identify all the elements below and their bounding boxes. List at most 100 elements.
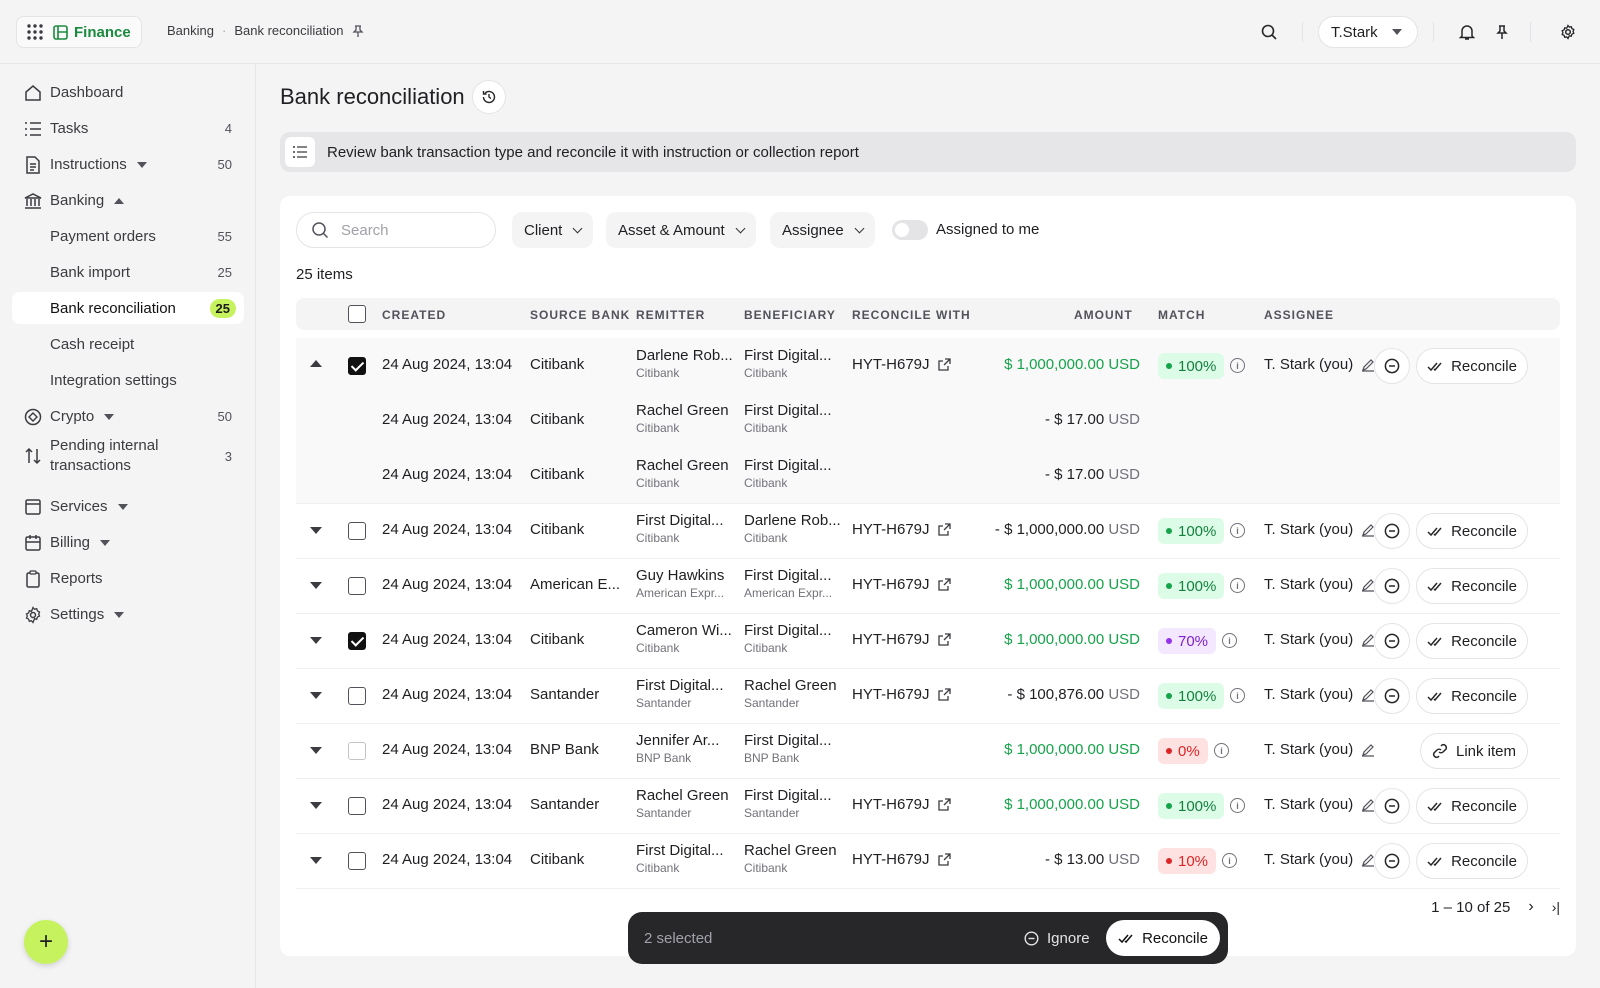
info-icon[interactable]: i <box>1230 798 1245 813</box>
sidebar-item-services[interactable]: Services <box>12 490 244 522</box>
assignee-filter[interactable]: Assignee <box>770 212 875 248</box>
ignore-button[interactable] <box>1374 678 1410 714</box>
expand-row-icon[interactable] <box>310 857 322 864</box>
sidebar-item-settings[interactable]: Settings <box>12 598 244 630</box>
reconcile-button[interactable]: Reconcile <box>1416 623 1528 659</box>
reconcile-with-link[interactable]: HYT-H679J <box>852 686 951 703</box>
table-subrow[interactable]: 24 Aug 2024, 13:04 Citibank Rachel Green Ci… <box>296 448 1560 504</box>
table-row[interactable]: 24 Aug 2024, 13:04 American E... Guy Hawki… <box>296 558 1560 614</box>
reconcile-button[interactable]: Reconcile <box>1416 843 1528 879</box>
sidebar-item-pending-internal-transactions[interactable]: Pending internal transactions 3 <box>12 436 244 476</box>
collapse-row-icon[interactable] <box>310 360 322 367</box>
expand-row-icon[interactable] <box>310 692 322 699</box>
reconcile-button[interactable]: Reconcile <box>1416 678 1528 714</box>
column-match[interactable]: MATCH <box>1158 308 1206 322</box>
apps-grid-icon[interactable] <box>17 23 53 41</box>
row-checkbox[interactable] <box>348 687 366 705</box>
sidebar-item-dashboard[interactable]: Dashboard <box>12 76 244 108</box>
row-checkbox[interactable] <box>348 522 366 540</box>
info-icon[interactable]: i <box>1230 523 1245 538</box>
column-remitter[interactable]: REMITTER <box>636 308 706 322</box>
column-source-bank[interactable]: SOURCE BANK <box>530 308 631 322</box>
info-icon[interactable]: i <box>1230 578 1245 593</box>
edit-icon[interactable] <box>1361 853 1375 867</box>
column-assignee[interactable]: ASSIGNEE <box>1264 308 1335 322</box>
search-icon[interactable] <box>1255 18 1283 46</box>
table-subrow[interactable]: 24 Aug 2024, 13:04 Citibank Rachel Green Ci… <box>296 393 1560 449</box>
select-all-checkbox[interactable] <box>348 305 366 323</box>
ignore-button[interactable] <box>1374 623 1410 659</box>
column-amount[interactable]: AMOUNT <box>1074 308 1133 322</box>
sidebar-item-billing[interactable]: Billing <box>12 526 244 558</box>
column-beneficiary[interactable]: BENEFICIARY <box>744 308 836 322</box>
reconcile-with-link[interactable]: HYT-H679J <box>852 576 951 593</box>
expand-row-icon[interactable] <box>310 802 322 809</box>
sidebar-item-cash-receipt[interactable]: Cash receipt <box>12 328 244 360</box>
table-row[interactable]: 24 Aug 2024, 13:04 Santander Rachel Green S… <box>296 778 1560 834</box>
row-checkbox[interactable] <box>348 632 366 650</box>
history-button[interactable] <box>472 80 506 114</box>
reconcile-with-link[interactable]: HYT-H679J <box>852 851 951 868</box>
reconcile-with-link[interactable]: HYT-H679J <box>852 631 951 648</box>
ignore-button[interactable] <box>1374 788 1410 824</box>
reconcile-button[interactable]: Reconcile <box>1416 568 1528 604</box>
gear-icon[interactable] <box>1554 18 1582 46</box>
user-menu[interactable]: T.Stark <box>1318 16 1418 48</box>
info-icon[interactable]: i <box>1214 743 1229 758</box>
row-checkbox[interactable] <box>348 357 366 375</box>
info-icon[interactable]: i <box>1222 853 1237 868</box>
row-checkbox[interactable] <box>348 742 366 760</box>
asset-amount-filter[interactable]: Asset & Amount <box>606 212 756 248</box>
bulk-ignore-button[interactable]: Ignore <box>1024 912 1090 964</box>
reconcile-with-link[interactable]: HYT-H679J <box>852 796 951 813</box>
edit-icon[interactable] <box>1361 688 1375 702</box>
column-reconcile-with[interactable]: RECONCILE WITH <box>852 308 971 322</box>
add-button[interactable]: + <box>24 920 68 964</box>
reconcile-with-link[interactable]: HYT-H679J <box>852 356 951 373</box>
table-row[interactable]: 24 Aug 2024, 13:04 Santander First Digital… <box>296 668 1560 724</box>
expand-row-icon[interactable] <box>310 747 322 754</box>
link-item-button[interactable]: Link item <box>1420 733 1528 769</box>
reconcile-button[interactable]: Reconcile <box>1416 348 1528 384</box>
sidebar-item-crypto[interactable]: Crypto 50 <box>12 400 244 432</box>
edit-icon[interactable] <box>1361 798 1375 812</box>
pin-icon[interactable] <box>351 24 365 38</box>
bulk-reconcile-button[interactable]: Reconcile <box>1106 920 1220 956</box>
edit-icon[interactable] <box>1361 578 1375 592</box>
expand-row-icon[interactable] <box>310 582 322 589</box>
info-icon[interactable]: i <box>1230 688 1245 703</box>
table-row[interactable]: 24 Aug 2024, 13:04 Citibank First Digital.… <box>296 833 1560 889</box>
table-row[interactable]: 24 Aug 2024, 13:04 Citibank Cameron Wi... C… <box>296 613 1560 669</box>
reconcile-button[interactable]: Reconcile <box>1416 513 1528 549</box>
sidebar-item-integration-settings[interactable]: Integration settings <box>12 364 244 396</box>
ignore-button[interactable] <box>1374 568 1410 604</box>
table-row[interactable]: 24 Aug 2024, 13:04 Citibank First Digital.… <box>296 503 1560 559</box>
assigned-to-me-toggle[interactable] <box>892 220 928 240</box>
sidebar-item-instructions[interactable]: Instructions 50 <box>12 148 244 180</box>
bell-icon[interactable] <box>1453 18 1481 46</box>
sidebar-item-banking[interactable]: Banking <box>12 184 244 216</box>
sidebar-item-bank-import[interactable]: Bank import 25 <box>12 256 244 288</box>
ignore-button[interactable] <box>1374 843 1410 879</box>
row-checkbox[interactable] <box>348 577 366 595</box>
reconcile-with-link[interactable]: HYT-H679J <box>852 521 951 538</box>
search-input[interactable]: Search <box>296 212 496 248</box>
breadcrumb-banking[interactable]: Banking <box>167 23 214 38</box>
table-row[interactable]: 24 Aug 2024, 13:04 BNP Bank Jennifer Ar...… <box>296 723 1560 779</box>
info-icon[interactable]: i <box>1230 358 1245 373</box>
sidebar-item-tasks[interactable]: Tasks 4 <box>12 112 244 144</box>
edit-icon[interactable] <box>1361 523 1375 537</box>
column-created[interactable]: CREATED <box>382 308 447 322</box>
last-page-icon[interactable]: ›| <box>1551 899 1560 915</box>
sidebar-item-payment-orders[interactable]: Payment orders 55 <box>12 220 244 252</box>
app-switcher[interactable]: Finance <box>16 16 142 48</box>
row-checkbox[interactable] <box>348 852 366 870</box>
info-icon[interactable]: i <box>1222 633 1237 648</box>
next-page-icon[interactable]: › <box>1528 898 1534 915</box>
reconcile-button[interactable]: Reconcile <box>1416 788 1528 824</box>
table-row[interactable]: 24 Aug 2024, 13:04 Citibank Darlene Rob...… <box>296 338 1560 394</box>
expand-row-icon[interactable] <box>310 527 322 534</box>
edit-icon[interactable] <box>1361 633 1375 647</box>
expand-row-icon[interactable] <box>310 637 322 644</box>
edit-icon[interactable] <box>1361 358 1375 372</box>
